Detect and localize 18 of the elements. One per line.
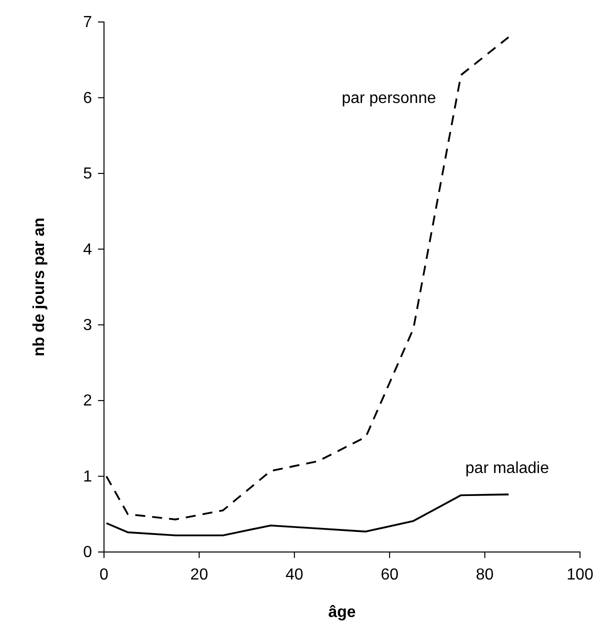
x-tick-label: 40 — [286, 566, 304, 584]
x-tick-label: 80 — [476, 566, 494, 584]
y-tick-label: 7 — [83, 14, 92, 32]
series-label: par personne — [342, 90, 436, 107]
y-tick-label: 6 — [83, 90, 92, 107]
x-tick-label: 100 — [566, 566, 594, 584]
y-tick-label: 0 — [83, 544, 92, 562]
y-axis-title: nb de jours par an — [31, 218, 48, 356]
x-axis-title: âge — [328, 604, 356, 621]
y-tick-label: 1 — [83, 468, 92, 486]
series-label: par maladie — [465, 460, 550, 478]
x-tick-label: 60 — [380, 566, 399, 584]
x-tick-label: 0 — [100, 566, 109, 584]
y-tick-label: 3 — [83, 316, 92, 334]
x-tick-label: 20 — [190, 566, 208, 584]
y-tick-label: 4 — [83, 241, 92, 258]
y-tick-label: 2 — [83, 392, 92, 410]
y-tick-label: 5 — [83, 166, 92, 183]
